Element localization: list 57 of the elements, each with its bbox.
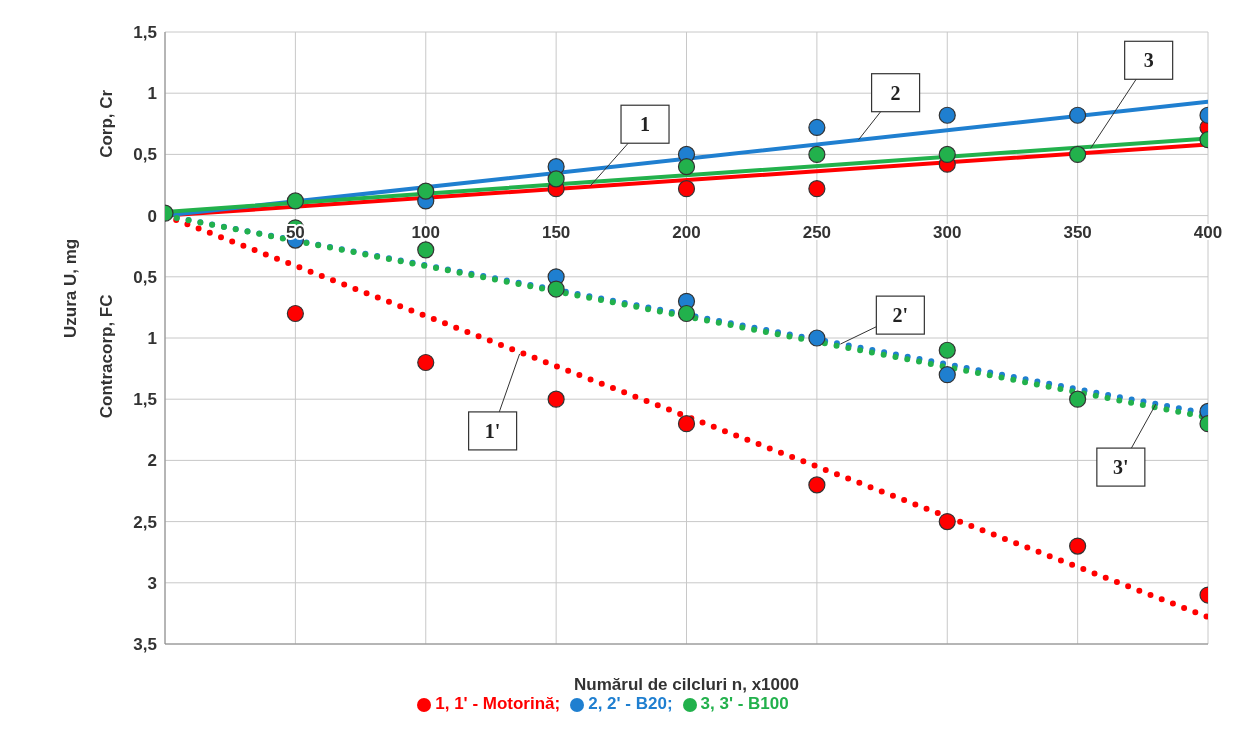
annotation: 3 (1143, 49, 1154, 72)
y-tick-label: 3,5 (133, 635, 157, 655)
y-tick-label: 1,5 (133, 23, 157, 43)
point (938, 106, 956, 124)
point (677, 415, 696, 433)
y-tick-label: 3 (147, 573, 157, 593)
point (808, 180, 826, 198)
x-tick-label: 100 (411, 222, 440, 242)
point (677, 158, 696, 176)
point (677, 180, 696, 198)
text: Contracorp, FC (97, 294, 116, 419)
legend-label: 1, 1' - Motorină; (435, 694, 561, 713)
point (808, 329, 826, 347)
y-tick-label: 1,5 (133, 390, 157, 410)
text: Corp, Cr (97, 89, 116, 158)
x-axis-title: Numărul de cilcluri n, x1000 (574, 675, 799, 694)
point (938, 341, 956, 359)
x-tick-label: 350 (1063, 222, 1092, 242)
point (417, 182, 435, 200)
y-axis-title: Uzura U, mg (61, 238, 81, 338)
annotation: 1 (640, 113, 651, 136)
point (1069, 145, 1087, 163)
annotation: 1' (484, 419, 501, 442)
point (286, 192, 304, 210)
point (1069, 106, 1087, 124)
legend-label: 2, 2' - B20; (588, 694, 673, 713)
y-tick-label: 0,5 (133, 267, 157, 287)
y-tick-label: 1 (147, 84, 157, 104)
point (938, 366, 956, 384)
point (677, 304, 696, 323)
point (417, 353, 435, 372)
annotation: 2' (892, 304, 909, 327)
point (1069, 390, 1087, 408)
annotation: 3' (1113, 456, 1129, 479)
y-tick-label: 0,5 (133, 145, 157, 165)
point (808, 145, 826, 163)
y-tick-label: 2 (147, 451, 157, 471)
x-tick-label: 300 (933, 222, 962, 242)
y-tick-label: 2,5 (133, 512, 157, 532)
point (808, 476, 826, 494)
legend-label: 3, 3' - B100 (700, 694, 789, 713)
x-tick-label: 250 (802, 222, 832, 242)
annotation: 2 (890, 81, 901, 104)
x-tick-label: 150 (541, 222, 571, 242)
y-tick-label: 0 (147, 206, 157, 226)
point (286, 304, 304, 323)
x-tick-label: 200 (672, 222, 701, 242)
point (547, 170, 565, 188)
point (417, 241, 435, 259)
point (938, 145, 956, 163)
x-tick-label: 400 (1193, 222, 1223, 242)
point (808, 118, 826, 137)
point (547, 280, 565, 298)
point (1069, 537, 1087, 555)
point (938, 513, 956, 531)
point (547, 390, 565, 408)
y-tick-label: 1 (147, 329, 157, 349)
